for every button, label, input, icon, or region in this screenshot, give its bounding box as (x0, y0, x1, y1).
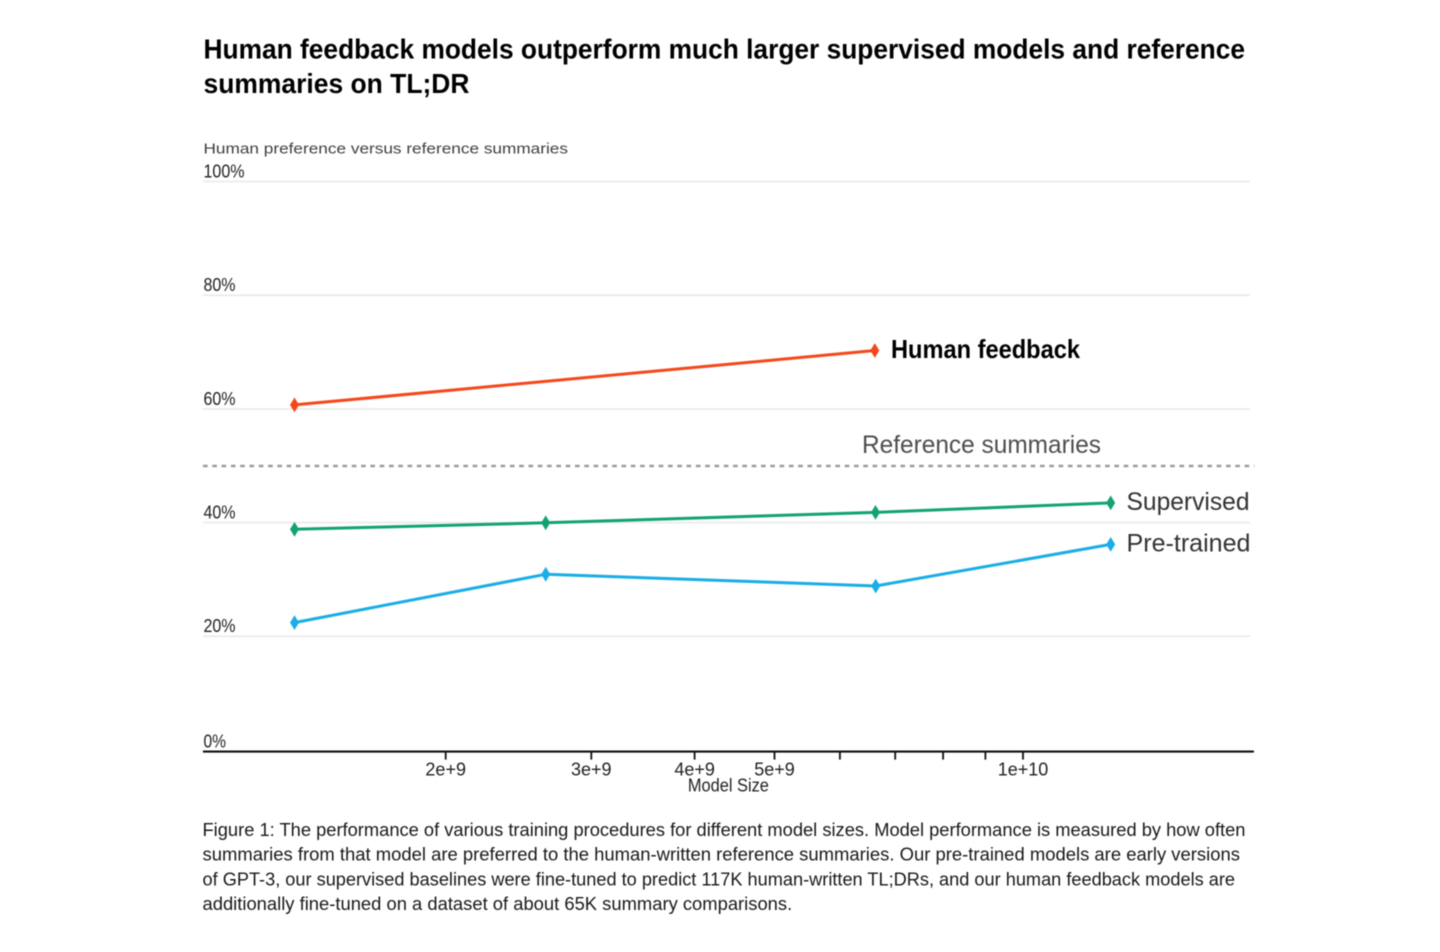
svg-text:additionally fine-tuned on a d: additionally fine-tuned on a dataset of … (203, 893, 793, 914)
svg-text:Human feedback: Human feedback (891, 334, 1080, 364)
svg-text:20%: 20% (204, 616, 236, 636)
svg-text:of GPT-3, our supervised basel: of GPT-3, our supervised baselines were … (203, 868, 1236, 889)
svg-text:Reference summaries: Reference summaries (862, 431, 1101, 459)
svg-text:100%: 100% (204, 161, 245, 181)
svg-text:80%: 80% (204, 275, 236, 295)
svg-text:Supervised: Supervised (1127, 488, 1250, 516)
svg-text:Human feedback models outperfo: Human feedback models outperform much la… (204, 34, 1246, 65)
svg-text:2e+9: 2e+9 (425, 760, 466, 780)
svg-text:3e+9: 3e+9 (571, 760, 612, 780)
svg-text:Human preference versus refere: Human preference versus reference summar… (204, 140, 569, 157)
svg-text:summaries from that model are: summaries from that model are preferred … (203, 843, 1241, 864)
svg-text:Model Size: Model Size (688, 776, 769, 796)
svg-text:Pre-trained: Pre-trained (1127, 529, 1251, 557)
svg-text:60%: 60% (204, 389, 236, 409)
svg-text:summaries on TL;DR: summaries on TL;DR (204, 68, 470, 99)
svg-text:0%: 0% (204, 732, 227, 752)
svg-text:5e+9: 5e+9 (754, 760, 795, 780)
svg-text:4e+9: 4e+9 (674, 760, 715, 780)
svg-text:Figure 1: The performance of v: Figure 1: The performance of various tra… (203, 819, 1246, 840)
svg-text:40%: 40% (204, 503, 236, 523)
svg-text:1e+10: 1e+10 (998, 760, 1049, 780)
